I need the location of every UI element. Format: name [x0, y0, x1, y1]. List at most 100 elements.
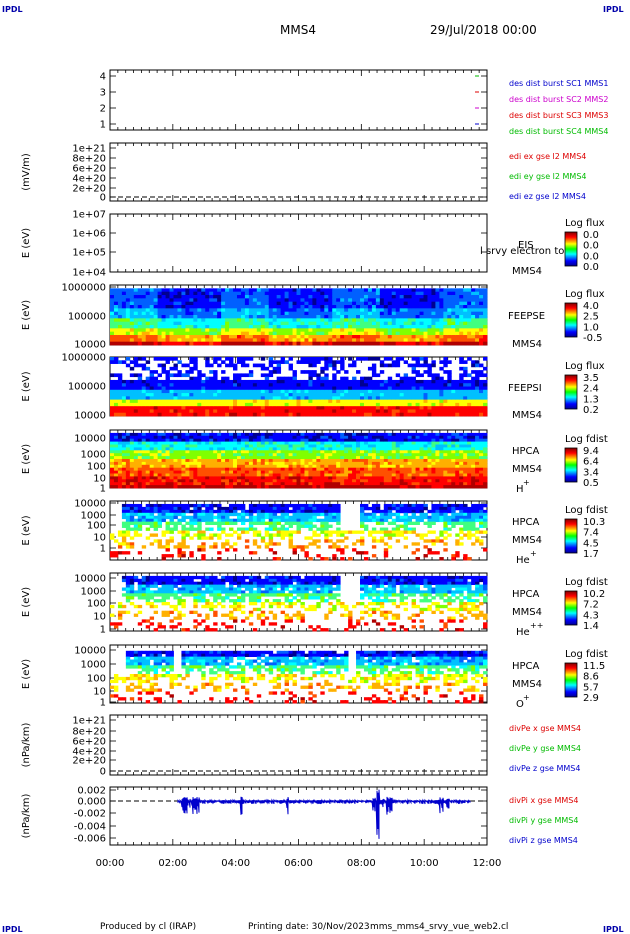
hpca_h-instrument: HPCA — [512, 446, 540, 457]
hpca_h-spacecraft: MMS4 — [512, 464, 542, 475]
hpca_o-ytick-3: 10 — [93, 687, 106, 698]
hpca_o-ytick-4: 1 — [100, 698, 106, 709]
burst-legend-2: des dist burst SC3 MMS3 — [509, 111, 608, 120]
hpca_he-colorbar — [564, 518, 578, 554]
divpi-ytick-1: 0.000 — [77, 797, 106, 808]
footer-produced: Produced by cl (IRAP) — [100, 922, 196, 932]
hpca_he2-spectrogram — [110, 575, 488, 632]
hpca_he-colorbar-tick-3: 1.7 — [583, 549, 599, 560]
edi-ylabel: (mV/m) — [21, 153, 32, 191]
edi-ytick-1: 8e+20 — [72, 154, 106, 165]
hpca_h-colorbar-tick-3: 0.5 — [583, 478, 599, 489]
hpca_h-colorbar-tick-2: 3.4 — [583, 467, 599, 478]
burst-ytick-2: 2 — [100, 104, 106, 115]
hpca_he-ylabel: E (eV) — [21, 515, 32, 545]
burst-ytick-0: 4 — [100, 72, 106, 83]
hpca_o-colorbar-title: Log fdist — [565, 649, 608, 660]
hpca_o-colorbar-tick-2: 5.7 — [583, 682, 599, 693]
divpe-legend-0: divPe x gse MMS4 — [509, 724, 581, 733]
hpca_he-colorbar-tick-2: 4.5 — [583, 538, 599, 549]
feepsi-ylabel: E (eV) — [21, 371, 32, 401]
edi-ytick-0: 1e+21 — [72, 144, 106, 155]
hpca_he2-instrument: HPCA — [512, 589, 540, 600]
hpca_h-colorbar-tick-0: 9.4 — [583, 446, 599, 457]
eis-colorbar — [564, 231, 578, 267]
feepsi-colorbar-tick-1: 2.4 — [583, 384, 599, 395]
hpca_he2-colorbar-tick-1: 7.2 — [583, 600, 599, 611]
hpca_o-charge: + — [523, 693, 530, 702]
divpi-legend-2: divPi z gse MMS4 — [509, 836, 578, 845]
burst-ytick-3: 1 — [100, 120, 106, 131]
edi-legend-2: edi ez gse l2 MMS4 — [509, 192, 586, 201]
burst-legend-1: des dist burst SC2 MMS2 — [509, 95, 608, 104]
footer-script-name: mms_mms4_srvy_vue_web2.cl — [370, 922, 508, 932]
footer-printing-date: Printing date: 30/Nov/2023 — [248, 922, 370, 932]
hpca_he2-colorbar-tick-3: 1.4 — [583, 621, 599, 632]
hpca_he-colorbar-tick-1: 7.4 — [583, 528, 599, 539]
x-tick-5: 10:00 — [410, 858, 439, 869]
divpi-ytick-4: -0.006 — [74, 834, 106, 845]
hpca_he-ytick-4: 1 — [100, 544, 106, 555]
hpca_o-colorbar-tick-1: 8.6 — [583, 672, 599, 683]
hpca_he2-colorbar-tick-0: 10.2 — [583, 589, 605, 600]
feepsi-ytick-1: 100000 — [68, 382, 106, 393]
hpca_h-ylabel: E (eV) — [21, 444, 32, 474]
eis-ytick-3: 1e+04 — [72, 268, 106, 279]
edi-frame — [109, 142, 488, 202]
corner-tag-top-left: IPDL — [2, 5, 23, 14]
feepsi-colorbar — [564, 374, 578, 410]
time-axis: 00:00 02:00 04:00 06:00 08:00 10:00 12:00 — [96, 858, 502, 869]
hpca_h-ytick-2: 100 — [87, 462, 106, 473]
panel-burst: 4 3 2 1 des dist burst SC1 MMS1 des dist burs… — [100, 69, 608, 136]
eis-ytick-0: 1e+07 — [72, 210, 106, 221]
hpca_he2-species: He — [516, 627, 530, 638]
divpi-ytick-3: -0.004 — [74, 822, 106, 833]
edi-legend-1: edi ey gse l2 MMS4 — [509, 172, 587, 181]
panel-eis: 1e+07 1e+06 1e+05 1e+04 E (eV) EIS MMS4 l srvy … — [21, 210, 605, 279]
hpca_o-ytick-0: 10000 — [74, 646, 106, 657]
corner-tag-bottom-left: IPDL — [2, 925, 23, 934]
burst-ytick-1: 3 — [100, 88, 106, 99]
eis-instrument: EIS — [518, 240, 534, 251]
hpca_h-charge: + — [523, 478, 530, 487]
hpca_o-colorbar-tick-3: 2.9 — [583, 693, 599, 704]
hpca_h-spectrogram — [110, 432, 488, 489]
feepsi-colorbar-tick-3: 0.2 — [583, 405, 599, 416]
feepse-ytick-1: 100000 — [68, 312, 106, 323]
eis-frame — [109, 213, 488, 273]
burst-legend-3: des dist burst SC4 MMS4 — [509, 127, 608, 136]
eis-ylabel: E (eV) — [21, 228, 32, 258]
feepse-colorbar-tick-0: 4.0 — [583, 301, 599, 312]
feepse-colorbar-tick-3: -0.5 — [583, 333, 603, 344]
feepsi-spacecraft: MMS4 — [512, 410, 542, 421]
eis-overlay-label: l srvy electron to — [480, 246, 564, 257]
divpi-ylabel: (nPa/km) — [21, 794, 32, 839]
hpca_he-species: He — [516, 555, 530, 566]
hpca_he2-ytick-1: 1000 — [81, 587, 106, 598]
divpe-ytick-0: 1e+21 — [72, 716, 106, 727]
divpi-legend-0: divPi x gse MMS4 — [509, 796, 578, 805]
hpca_o-colorbar — [564, 662, 578, 698]
eis-colorbar-tick-2: 0.0 — [583, 251, 599, 262]
edi-legend-0: edi ex gse l2 MMS4 — [509, 152, 586, 161]
eis-colorbar-tick-3: 0.0 — [583, 262, 599, 273]
hpca_he2-charge: ++ — [530, 621, 543, 630]
divpe-ytick-1: 8e+20 — [72, 727, 106, 738]
edi-ytick-4: 2e+20 — [72, 184, 106, 195]
hpca_he2-ytick-4: 1 — [100, 625, 106, 636]
header-mission: MMS4 — [280, 23, 316, 37]
edi-ytick-3: 4e+20 — [72, 174, 106, 185]
hpca_he-colorbar-title: Log fdist — [565, 505, 608, 516]
x-tick-0: 00:00 — [96, 858, 125, 869]
eis-colorbar-tick-0: 0.0 — [583, 230, 599, 241]
feepse-ylabel: E (eV) — [21, 300, 32, 330]
burst-frame — [109, 69, 488, 131]
feepse-spectrogram — [110, 288, 488, 346]
feepse-colorbar-tick-1: 2.5 — [583, 312, 599, 323]
eis-colorbar-tick-1: 0.0 — [583, 241, 599, 252]
hpca_he2-ytick-3: 10 — [93, 612, 106, 623]
hpca_he-ytick-2: 100 — [87, 521, 106, 532]
